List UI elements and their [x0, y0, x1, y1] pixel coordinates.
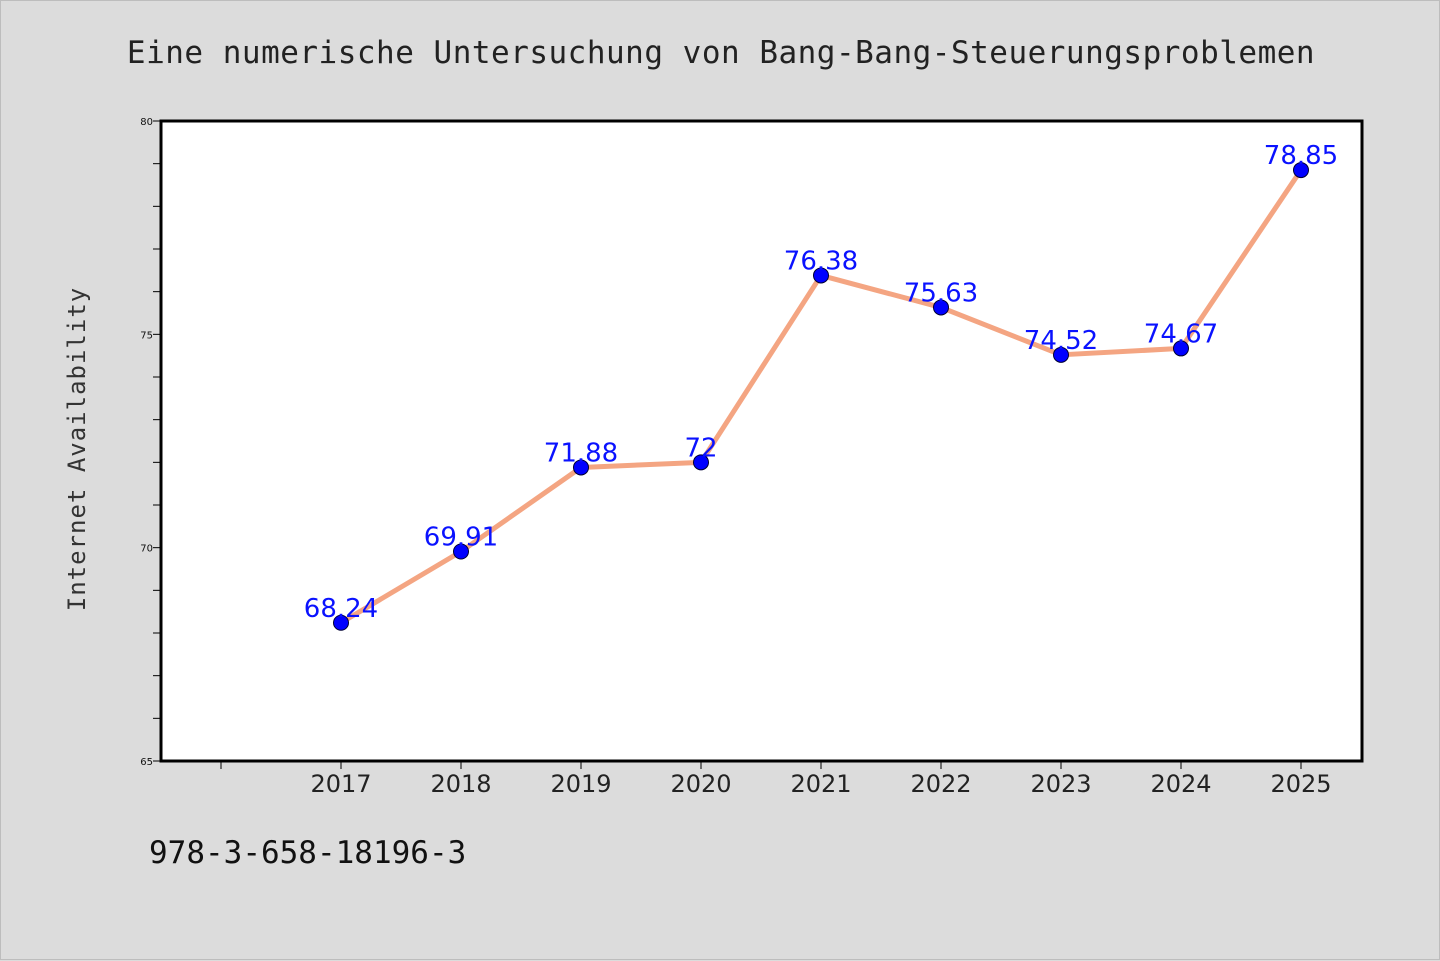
data-label: 74.67	[1144, 319, 1218, 349]
data-point	[1293, 162, 1309, 179]
data-label: 74.52	[1024, 326, 1098, 356]
y-tick-label: 70	[140, 544, 153, 555]
x-tick-label: 2021	[790, 770, 851, 798]
x-tick-label: 2019	[550, 770, 611, 798]
data-label: 69.91	[424, 523, 498, 553]
data-point	[573, 459, 589, 476]
y-tick-label: 75	[140, 330, 153, 341]
x-tick-label: 2024	[1150, 770, 1211, 798]
data-label: 71.88	[544, 438, 618, 468]
isbn-text: 978-3-658-18196-3	[149, 835, 467, 871]
x-tick-label: 2017	[310, 770, 371, 798]
chart-title: Eine numerische Untersuchung von Bang-Ba…	[126, 35, 1316, 71]
data-label: 75.63	[904, 278, 978, 308]
y-axis: 65 70 75 80	[140, 117, 161, 768]
x-tick-label: 2023	[1030, 770, 1091, 798]
x-axis: 2017 2018 2019 2020 2021 2022 2023 2024 2025	[220, 761, 1332, 798]
x-tick-label: 2022	[910, 770, 971, 798]
data-point	[1053, 346, 1069, 363]
x-tick-label: 2025	[1270, 770, 1331, 798]
data-label: 76.38	[784, 246, 858, 276]
plot-area	[159, 119, 1364, 763]
data-point	[813, 267, 829, 284]
data-point	[933, 299, 949, 316]
data-point	[693, 454, 709, 471]
data-label: 78.85	[1264, 141, 1338, 171]
x-tick-label: 2020	[670, 770, 731, 798]
data-label: 72	[684, 433, 717, 463]
data-point	[1173, 340, 1189, 357]
series-layer: 68.24 69.91 71.88 72 76.38 75.63 74.52 74.67 78.…	[304, 141, 1338, 631]
data-label: 68.24	[304, 594, 378, 624]
data-point	[453, 543, 469, 560]
data-point	[333, 614, 349, 631]
y-tick-label: 80	[140, 117, 153, 128]
y-tick-label: 65	[140, 757, 153, 768]
x-tick-label: 2018	[430, 770, 491, 798]
